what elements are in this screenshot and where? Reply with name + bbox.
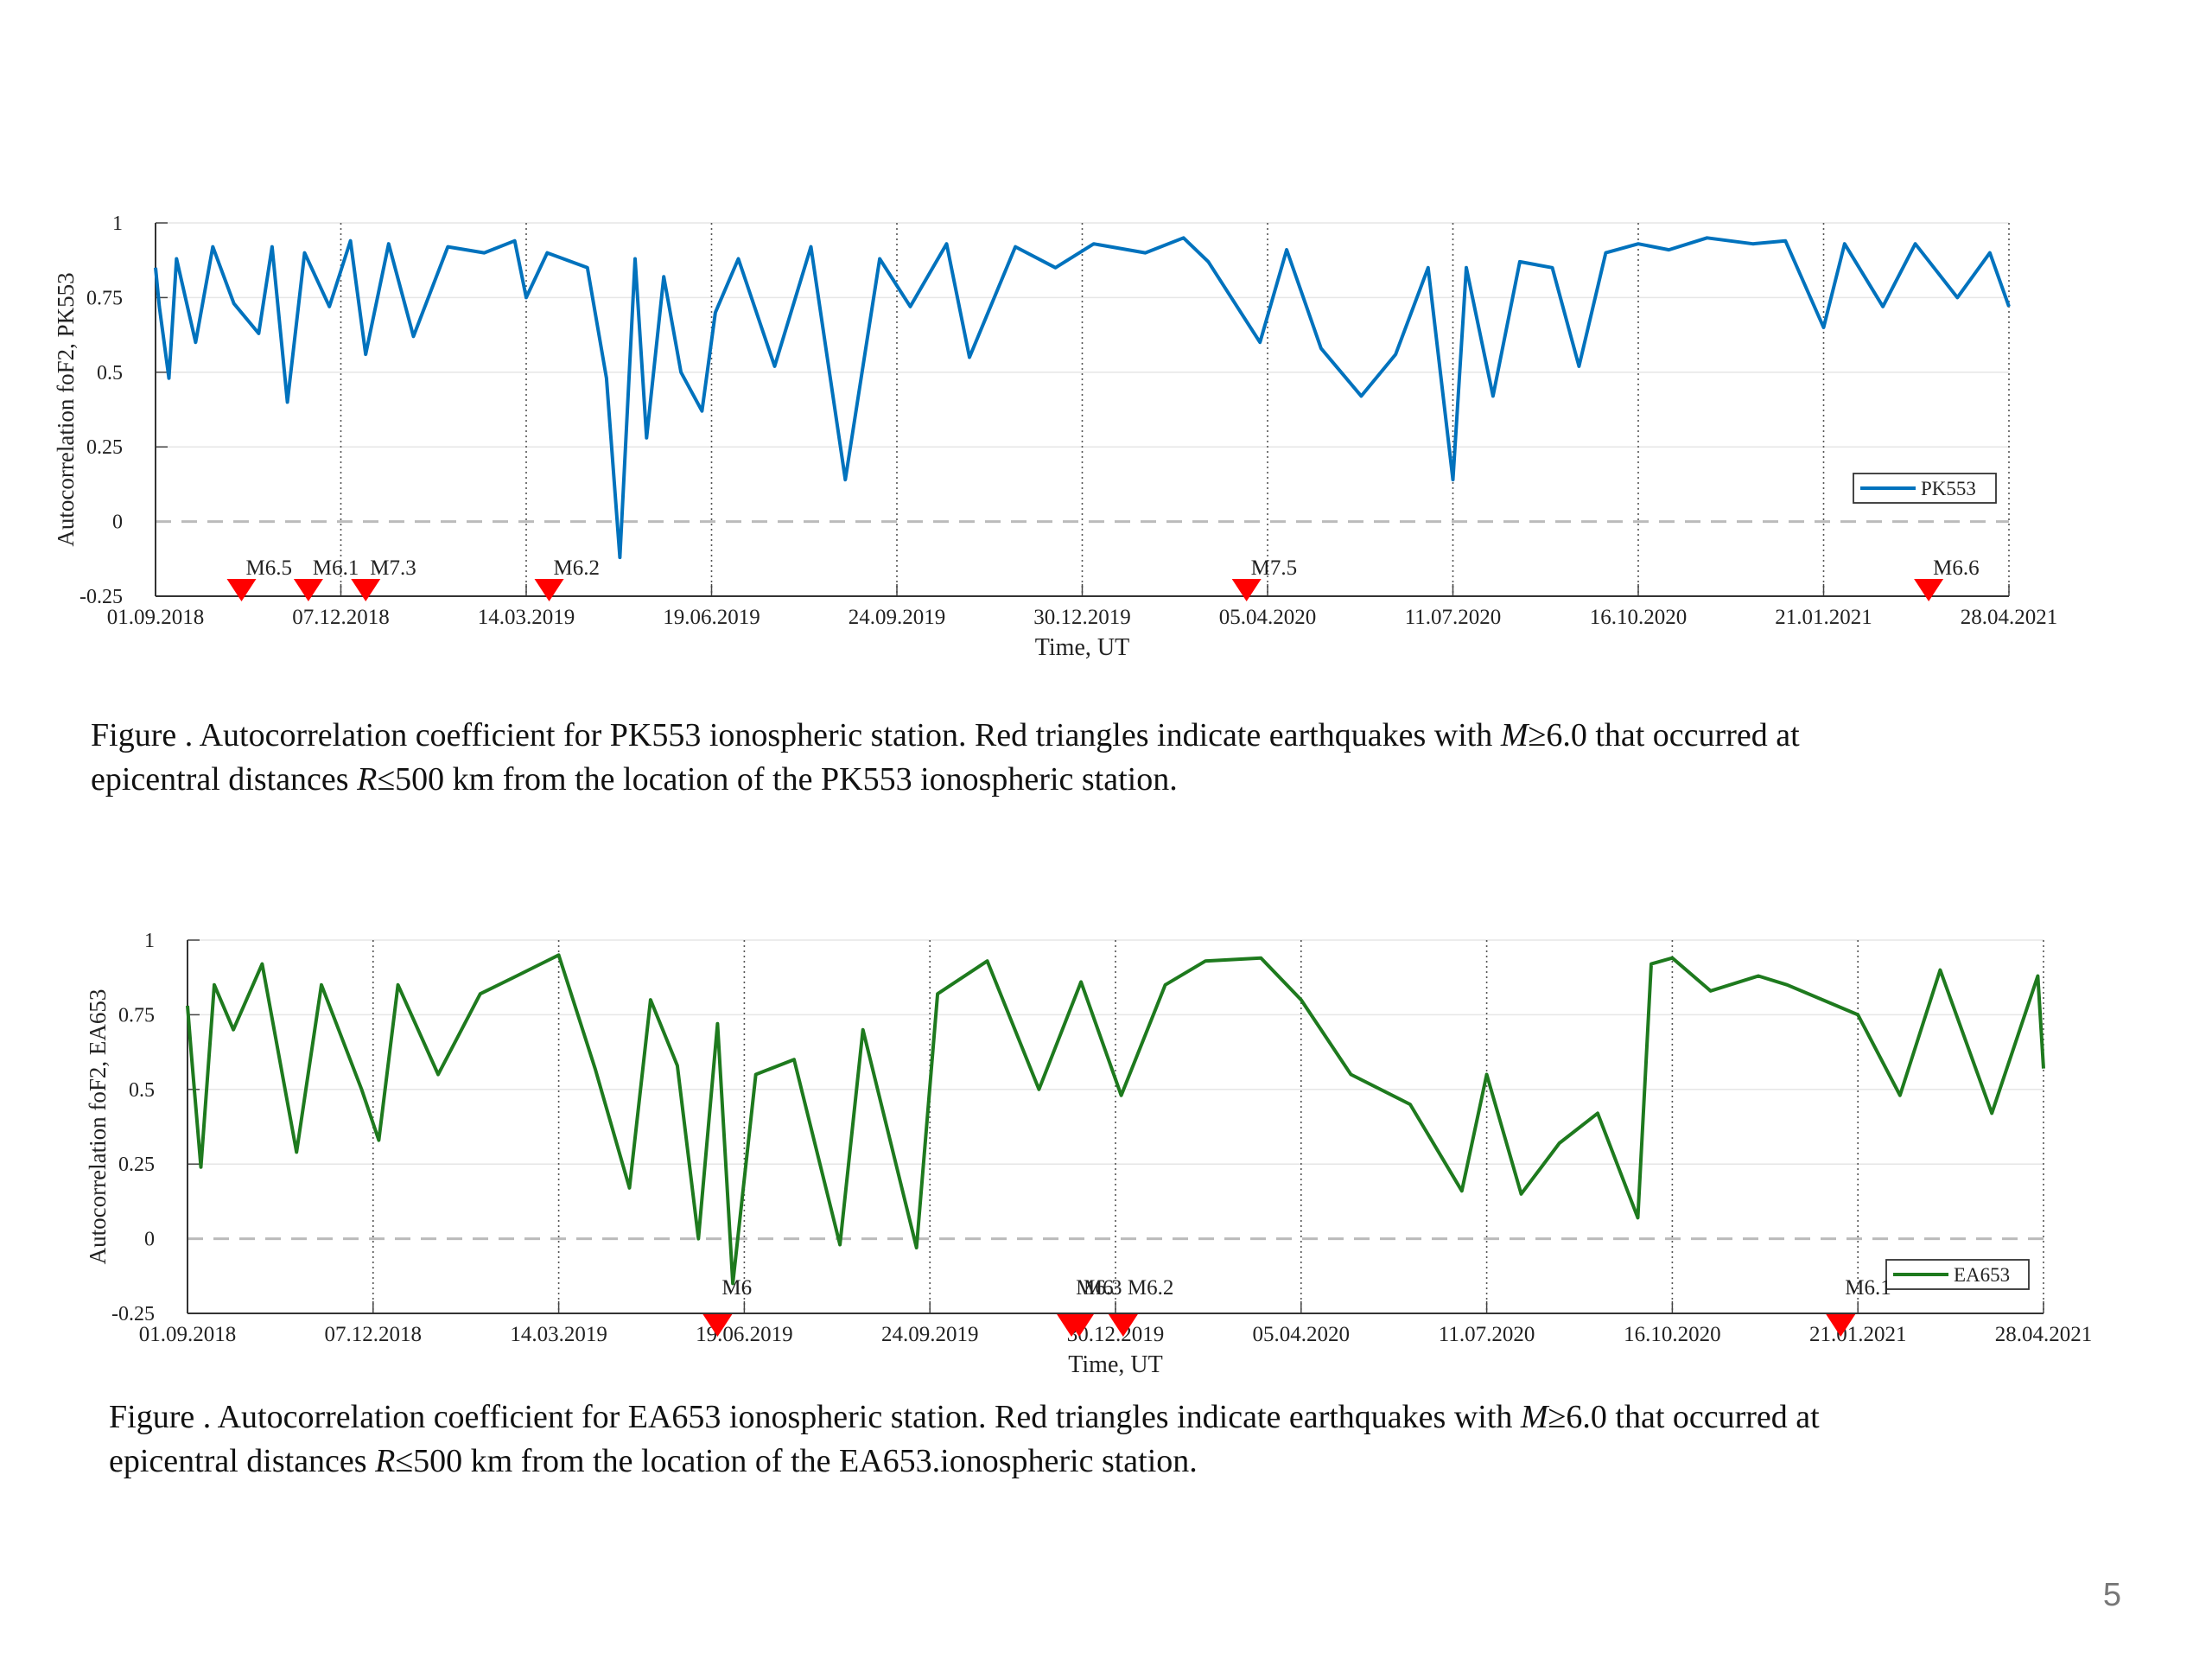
earthquake-marker <box>534 579 564 601</box>
y-tick-label: -0.25 <box>111 1303 155 1325</box>
earthquake-marker <box>1064 1314 1094 1337</box>
earthquake-label: M6.2 <box>1128 1276 1173 1300</box>
x-tick-label: 28.04.2021 <box>1961 606 2058 629</box>
x-tick-label: 21.01.2021 <box>1775 606 1872 629</box>
x-tick-label: 24.09.2019 <box>881 1323 979 1346</box>
caption-text: Figure . Autocorrelation coefficient for… <box>109 1399 1521 1435</box>
figure-caption-ea653: Figure . Autocorrelation coefficient for… <box>109 1395 2200 1484</box>
earthquake-marker <box>226 579 257 601</box>
caption-m-symbol: M <box>1500 717 1529 753</box>
x-tick-label: 19.06.2019 <box>696 1323 793 1346</box>
earthquake-label: M6.1 <box>1845 1276 1891 1300</box>
y-tick-label: 0.25 <box>118 1154 155 1176</box>
caption-r-symbol: R <box>357 761 378 798</box>
x-tick-label: 11.07.2020 <box>1439 1323 1535 1346</box>
x-tick-label: 19.06.2019 <box>663 606 760 629</box>
earthquake-label: M6.3 <box>1076 1276 1122 1300</box>
x-tick-label: 28.04.2021 <box>1995 1323 2093 1346</box>
figure-caption-pk553: Figure . Autocorrelation coefficient for… <box>91 714 2164 802</box>
y-tick-label: 0 <box>112 512 123 534</box>
earthquake-marker <box>293 579 323 601</box>
y-tick-label: -0.25 <box>79 586 123 608</box>
x-tick-label: 07.12.2018 <box>325 1323 423 1346</box>
earthquake-label: M7.5 <box>1251 556 1297 580</box>
legend-label: EA653 <box>1954 1264 2010 1286</box>
legend: EA653 <box>1885 1259 2030 1290</box>
chart-ea653: 01.09.2018 07.12.2018 14.03.2019 19.06.2019… <box>85 930 2093 1378</box>
earthquake-marker <box>1914 579 1944 601</box>
legend-label: PK553 <box>1921 478 1976 499</box>
x-tick-label: 16.10.2020 <box>1590 606 1688 629</box>
y-tick-label: 1 <box>144 930 155 952</box>
earthquake-marker <box>1826 1314 1856 1337</box>
x-tick-label: 14.03.2019 <box>478 606 575 629</box>
legend-box <box>1853 473 1997 504</box>
caption-text: ≤500 km from the location of the PK553 i… <box>377 761 1178 798</box>
chart-pk553: 01.09.2018 07.12.2018 14.03.2019 19.06.2019… <box>53 213 2058 661</box>
caption-text: Figure . Autocorrelation coefficient for… <box>91 717 1501 753</box>
y-tick-label: 0.25 <box>86 436 123 459</box>
earthquake-label: M6.2 <box>554 556 600 580</box>
page-number: 5 <box>2102 1577 2121 1613</box>
x-tick-label: 11.07.2020 <box>1405 606 1502 629</box>
caption-text: epicentral distances <box>91 761 358 798</box>
earthquake-label: M7.3 <box>370 556 416 580</box>
x-tick-label: 01.09.2018 <box>139 1323 237 1346</box>
x-tick-label: 05.04.2020 <box>1219 606 1317 629</box>
x-axis-label: Time, UT <box>1035 634 1129 661</box>
x-tick-label: 07.12.2018 <box>292 606 390 629</box>
y-tick-label: 0.75 <box>86 287 123 309</box>
y-tick-label: 0.5 <box>97 362 123 385</box>
x-axis-label: Time, UT <box>1068 1351 1162 1378</box>
earthquake-marker <box>702 1314 733 1337</box>
legend: PK553 <box>1853 473 1997 504</box>
y-tick-label: 0.75 <box>118 1004 155 1027</box>
x-tick-label: 21.01.2021 <box>1809 1323 1907 1346</box>
x-tick-label: 30.12.2019 <box>1033 606 1131 629</box>
earthquake-label: M6.1 <box>313 556 359 580</box>
caption-r-symbol: R <box>375 1443 396 1479</box>
y-tick-label: 1 <box>112 213 123 235</box>
earthquake-label: M6.5 <box>246 556 292 580</box>
x-tick-label: 05.04.2020 <box>1253 1323 1351 1346</box>
earthquake-label: M6.6 <box>1933 556 1979 580</box>
caption-text: ≥6.0 that occurred at <box>1528 717 1800 753</box>
x-tick-label: 14.03.2019 <box>510 1323 607 1346</box>
x-tick-label: 24.09.2019 <box>849 606 946 629</box>
caption-m-symbol: M <box>1520 1399 1548 1435</box>
x-tick-label: 16.10.2020 <box>1624 1323 1721 1346</box>
caption-text: ≤500 km from the location of the EA653.i… <box>395 1443 1198 1479</box>
earthquake-label: M6 <box>1084 1276 1114 1300</box>
earthquake-marker <box>1231 579 1262 601</box>
caption-text: epicentral distances <box>109 1443 376 1479</box>
x-tick-label: 01.09.2018 <box>107 606 205 629</box>
y-axis-label: Autocorrelation foF2, EA653 <box>85 989 111 1265</box>
earthquake-label: M6 <box>721 1276 752 1300</box>
series-line-ea653 <box>186 953 2045 1286</box>
earthquake-marker <box>351 579 381 601</box>
earthquake-marker <box>1108 1314 1138 1337</box>
y-tick-label: 0 <box>144 1229 155 1251</box>
y-tick-label: 0.5 <box>129 1079 155 1102</box>
caption-text: ≥6.0 that occurred at <box>1548 1399 1820 1435</box>
y-axis-label: Autocorrelation foF2, PK553 <box>53 272 79 546</box>
